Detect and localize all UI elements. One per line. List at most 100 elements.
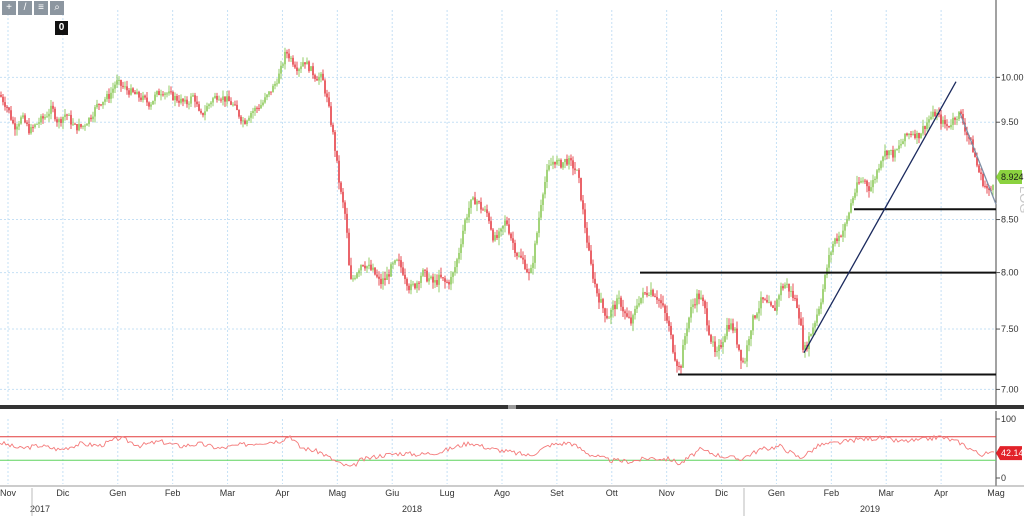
candle-body: [144, 95, 146, 98]
candle-body: [210, 102, 212, 105]
last-price-label: 8.924: [1001, 172, 1024, 182]
candle-body: [422, 269, 424, 276]
candle-body: [230, 101, 232, 105]
candle-body: [696, 293, 698, 306]
candle-body: [688, 317, 690, 329]
candle-body: [358, 270, 360, 274]
candle-body: [776, 299, 778, 311]
pen-icon[interactable]: /: [18, 1, 32, 15]
candle-body: [462, 230, 464, 245]
candle-body: [712, 341, 714, 343]
crosshair-icon[interactable]: +: [2, 1, 16, 15]
candle-body: [682, 345, 684, 368]
candle-body: [538, 217, 540, 233]
candle-body: [484, 209, 486, 211]
candle-body: [448, 281, 450, 285]
candle-body: [726, 324, 728, 337]
candle-body: [716, 351, 718, 353]
candle-body: [898, 145, 900, 150]
month-label: Dic: [715, 488, 728, 498]
candle-body: [960, 111, 962, 114]
candle-body: [118, 80, 120, 82]
candle-body: [252, 111, 254, 114]
candle-body: [668, 320, 670, 326]
candle-body: [828, 255, 830, 268]
candle-body: [72, 123, 74, 125]
candle-body: [432, 276, 434, 283]
candle-body: [624, 311, 626, 314]
candle-body: [480, 201, 482, 210]
candle-body: [558, 159, 560, 161]
bars-icon[interactable]: ≡: [34, 1, 48, 15]
candle-body: [318, 76, 320, 81]
candle-body: [880, 161, 882, 169]
month-label: Ott: [606, 488, 619, 498]
candle-body: [832, 243, 834, 253]
candle-body: [714, 341, 716, 353]
candle-body: [12, 119, 14, 124]
candle-body: [140, 97, 142, 100]
candle-body: [540, 204, 542, 218]
candle-body: [6, 106, 8, 108]
candle-body: [686, 328, 688, 337]
candle-body: [38, 122, 40, 124]
zero-badge[interactable]: 0: [55, 21, 68, 35]
candle-body: [386, 274, 388, 281]
candle-body: [302, 62, 304, 67]
candle-body: [874, 178, 876, 181]
candle-body: [492, 229, 494, 241]
candle-body: [340, 182, 342, 192]
candle-body: [478, 201, 480, 203]
candle-body: [510, 233, 512, 239]
candle-body: [884, 150, 886, 157]
candle-body: [112, 88, 114, 93]
candle-body: [410, 284, 412, 291]
candle-body: [660, 300, 662, 304]
candle-body: [88, 117, 90, 125]
candle-body: [742, 360, 744, 362]
candle-body: [262, 102, 264, 106]
candle-body: [332, 124, 334, 133]
candle-body: [80, 124, 82, 127]
candle-body: [334, 132, 336, 151]
candle-body: [236, 104, 238, 111]
candle-body: [810, 333, 812, 337]
candle-body: [782, 286, 784, 289]
candle-body: [30, 127, 32, 134]
candle-body: [952, 117, 954, 125]
candle-body: [812, 327, 814, 334]
candle-body: [876, 170, 878, 179]
candle-body: [938, 112, 940, 115]
candle-body: [894, 149, 896, 158]
candle-body: [94, 107, 96, 117]
candle-body: [216, 95, 218, 100]
candle-body: [402, 267, 404, 275]
candle-body: [524, 259, 526, 270]
candle-body: [378, 276, 380, 279]
candle-body: [944, 119, 946, 125]
candle-body: [282, 64, 284, 66]
candle-body: [956, 119, 958, 121]
trendline: [803, 81, 957, 354]
candle-body: [640, 297, 642, 304]
candle-body: [598, 293, 600, 303]
candle-body: [152, 100, 154, 105]
candle-body: [0, 95, 2, 97]
month-label: Apr: [934, 488, 948, 498]
candle-body: [474, 197, 476, 205]
zoom-icon[interactable]: ⌕: [50, 1, 64, 15]
candle-body: [254, 107, 256, 112]
candle-body: [858, 182, 860, 184]
candle-body: [198, 104, 200, 111]
candle-body: [650, 289, 652, 295]
candle-body: [200, 110, 202, 113]
candle-body: [314, 75, 316, 79]
candle-body: [626, 313, 628, 317]
candle-body: [178, 100, 180, 103]
candle-body: [836, 238, 838, 242]
candle-body: [856, 182, 858, 193]
candle-body: [142, 95, 144, 100]
candle-body: [16, 126, 18, 130]
candle-body: [644, 292, 646, 294]
candle-body: [316, 78, 318, 81]
